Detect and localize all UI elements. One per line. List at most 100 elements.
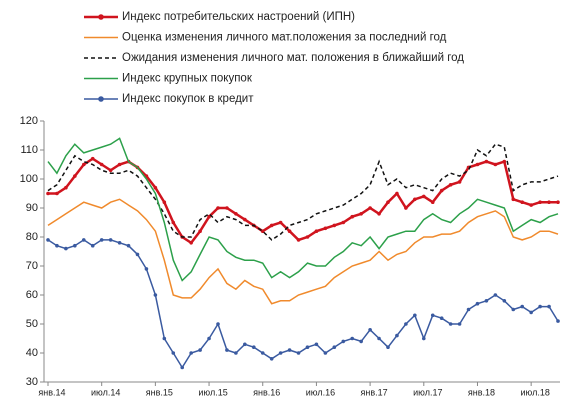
series-marker [216,322,220,326]
series-marker [556,319,560,323]
series-marker [538,200,542,204]
series-marker [377,212,381,216]
series-marker [386,200,390,204]
series-marker [484,299,489,303]
legend-marker [98,14,104,20]
series-marker [180,365,185,370]
series-marker [189,241,193,245]
x-tick-label: июл.16 [306,387,335,397]
series-marker [421,336,426,341]
series-line [47,239,559,369]
series-marker [439,188,444,193]
x-tick-label: янв.16 [253,387,280,397]
series-marker [234,351,238,355]
series-marker [260,229,265,233]
series-marker [404,206,408,210]
x-tick-label: июл.14 [91,387,120,397]
y-tick-label: 50 [26,318,38,330]
series-marker [341,220,346,225]
series-marker [395,191,399,196]
x-tick-label: июл.17 [413,387,442,397]
x-tick-label: янв.14 [38,387,65,397]
series-marker [198,229,202,233]
series-marker [493,293,498,297]
series-marker [529,203,533,207]
series-marker [430,313,435,318]
series-marker [323,226,328,231]
series-marker [99,238,104,242]
series-marker [511,307,516,312]
series-marker [421,194,426,199]
series-marker [73,174,77,178]
series-marker [404,322,408,326]
series-marker [314,229,319,233]
series-marker [260,351,265,355]
series-marker [278,351,283,355]
series-marker [278,220,283,225]
series-marker [457,322,462,326]
series-marker [73,243,77,248]
series-marker [413,197,417,202]
series-marker [296,351,301,355]
legend-label: Индекс крупных покупок [122,73,253,85]
series-marker [368,328,372,332]
series-marker [448,183,453,187]
series-marker [466,307,471,312]
series-marker [269,223,274,228]
series-marker [359,212,363,216]
series-marker [126,243,131,248]
series-marker [395,333,399,338]
legend-marker [98,96,104,102]
series-marker [207,336,211,341]
y-tick-label: 110 [20,144,38,156]
series-marker [234,212,238,216]
x-tick-label: янв.18 [468,387,495,397]
y-tick-label: 120 [20,115,38,127]
y-tick-label: 90 [26,202,38,214]
series-marker [413,313,417,318]
series-marker [296,238,301,242]
series-marker [90,156,95,161]
series-marker [198,348,202,352]
legend-label: Индекс потребительских настроений (ИПН) [122,11,355,23]
series-marker [448,322,453,326]
series-line [47,143,559,241]
series-marker [484,159,489,164]
series-marker [55,191,59,196]
series-marker [144,267,149,271]
series-marker [243,342,247,347]
series-marker [377,336,381,341]
series-marker [502,299,507,303]
series-marker [439,316,444,321]
series-line [47,137,559,282]
series-marker [108,238,113,242]
series-marker [529,310,533,315]
series-marker [493,162,498,167]
series-marker [189,351,193,355]
y-tick-label: 100 [20,173,38,185]
legend-label: Оценка изменения личного мат.положения з… [122,32,447,44]
series-marker [323,351,328,355]
series-marker [350,214,355,219]
series-marker [55,243,59,248]
series-marker [171,220,176,225]
series-marker [117,241,122,245]
series-marker [359,339,363,344]
series-marker [216,206,220,210]
series-marker [99,162,104,167]
series-marker [171,351,176,355]
series-marker [350,336,355,341]
series-marker [475,162,480,167]
series-marker [538,304,542,309]
series-marker [90,243,95,248]
x-tick-label: янв.15 [146,387,173,397]
series-marker [341,339,346,344]
series-marker [520,304,525,309]
series-marker [305,235,310,239]
series-marker [251,345,256,350]
series-marker [368,206,372,210]
series-marker [153,293,158,297]
y-tick-label: 40 [26,347,38,359]
series-marker [457,180,462,184]
series-marker [46,191,50,196]
